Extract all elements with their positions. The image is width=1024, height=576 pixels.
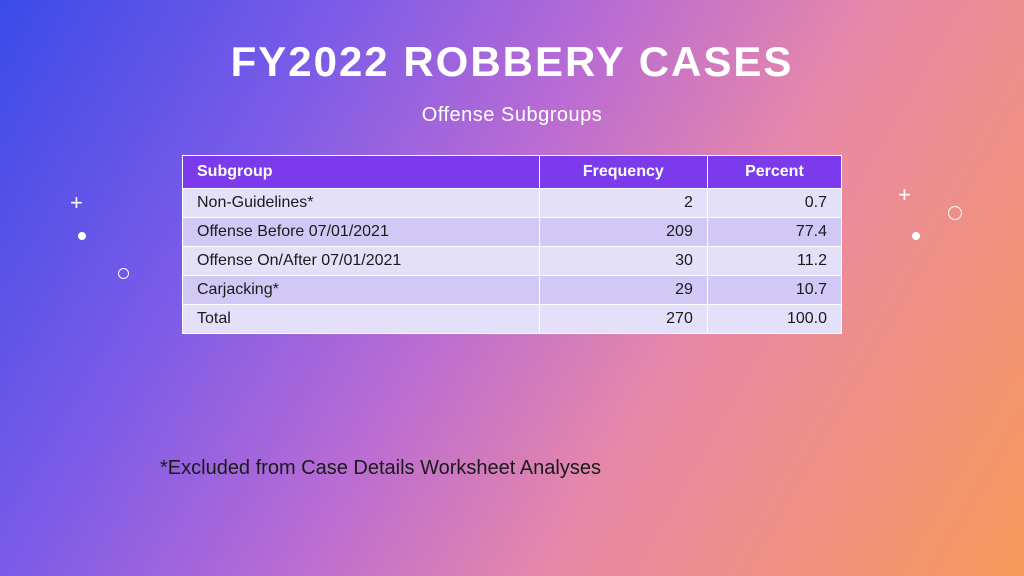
col-header-subgroup: Subgroup <box>183 156 540 189</box>
cell-subgroup: Offense On/After 07/01/2021 <box>183 247 540 276</box>
dot-icon <box>78 232 86 240</box>
cell-subgroup: Non-Guidelines* <box>183 189 540 218</box>
cell-frequency: 270 <box>539 305 707 334</box>
cell-frequency: 29 <box>539 276 707 305</box>
table-header-row: Subgroup Frequency Percent <box>183 156 842 189</box>
table-row: Carjacking* 29 10.7 <box>183 276 842 305</box>
cell-percent: 0.7 <box>707 189 841 218</box>
cell-percent: 11.2 <box>707 247 841 276</box>
cell-subgroup: Carjacking* <box>183 276 540 305</box>
ring-icon <box>118 268 129 279</box>
table-row: Total 270 100.0 <box>183 305 842 334</box>
table-row: Offense Before 07/01/2021 209 77.4 <box>183 218 842 247</box>
plus-icon: + <box>70 190 83 216</box>
dot-icon <box>912 232 920 240</box>
data-table-container: Subgroup Frequency Percent Non-Guideline… <box>182 155 842 334</box>
ring-icon <box>948 206 962 220</box>
cell-subgroup: Total <box>183 305 540 334</box>
table-row: Non-Guidelines* 2 0.7 <box>183 189 842 218</box>
plus-icon: + <box>898 182 911 208</box>
cell-subgroup: Offense Before 07/01/2021 <box>183 218 540 247</box>
footnote-text: *Excluded from Case Details Worksheet An… <box>160 457 601 480</box>
cell-percent: 10.7 <box>707 276 841 305</box>
col-header-percent: Percent <box>707 156 841 189</box>
cell-frequency: 209 <box>539 218 707 247</box>
cell-percent: 100.0 <box>707 305 841 334</box>
col-header-frequency: Frequency <box>539 156 707 189</box>
cell-frequency: 2 <box>539 189 707 218</box>
cell-percent: 77.4 <box>707 218 841 247</box>
cell-frequency: 30 <box>539 247 707 276</box>
page-subtitle: Offense Subgroups <box>0 104 1024 127</box>
page-title: FY2022 ROBBERY CASES <box>0 0 1024 86</box>
table-row: Offense On/After 07/01/2021 30 11.2 <box>183 247 842 276</box>
offense-subgroups-table: Subgroup Frequency Percent Non-Guideline… <box>182 155 842 334</box>
